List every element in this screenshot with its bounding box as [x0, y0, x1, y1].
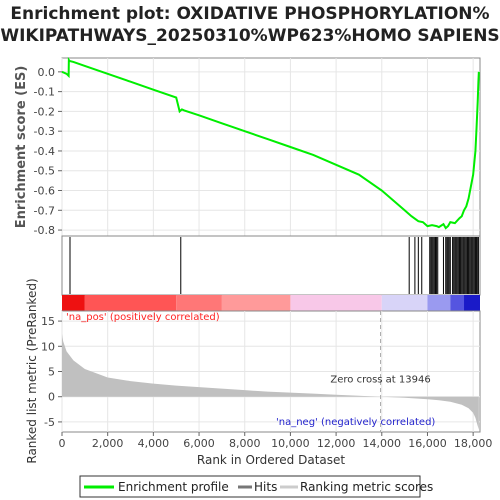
- ranking-heatbar: [62, 295, 480, 311]
- es-panel-frame: [61, 57, 481, 237]
- heatbar-segment: [427, 295, 451, 311]
- heatbar-segment: [290, 295, 382, 311]
- rank-y-axis-label: Ranked list metric (PreRanked): [25, 278, 39, 463]
- enrichment-profile-line: [61, 56, 480, 230]
- heatbar-segment: [381, 295, 428, 311]
- heatbar-segment: [464, 295, 480, 311]
- rank-tick-label: 5: [48, 366, 55, 379]
- x-tick-label: 6,000: [183, 437, 215, 450]
- rank-tick-label: 15: [41, 315, 55, 328]
- negative-correlation-label: 'na_neg' (negatively correlated): [276, 417, 435, 428]
- es-tick-label: 0.0: [38, 66, 56, 79]
- legend-metric-label: Ranking metric scores: [300, 480, 433, 494]
- zero-cross-label: Zero cross at 13946: [330, 375, 430, 386]
- es-tick-label: -0.5: [34, 165, 55, 178]
- x-axis-label: Rank in Ordered Dataset: [197, 453, 345, 467]
- chart-title-line-1: Enrichment plot: OXIDATIVE PHOSPHORYLATI…: [10, 4, 489, 24]
- x-tick-label: 0: [59, 437, 66, 450]
- x-ticks: 0 2,000 4,000 6,000 8,000 10,000 12,000 14,000 1…: [59, 432, 493, 450]
- heatbar-segment: [221, 295, 291, 311]
- rank-tick-label: -5: [44, 416, 55, 429]
- hits-panel-frame: [61, 235, 481, 296]
- chart-title-line-2: WIKIPATHWAYS_20250310%WP623%HOMO SAPIENS: [0, 26, 499, 46]
- positive-correlation-label: 'na_pos' (positively correlated): [66, 312, 220, 323]
- es-tick-label: -0.2: [34, 105, 55, 118]
- heatbar-segment: [62, 295, 85, 311]
- x-tick-label: 2,000: [92, 437, 124, 450]
- heatbar-segment: [450, 295, 465, 311]
- heatbar-segment: [84, 295, 177, 311]
- hit-lines: [69, 237, 479, 294]
- x-tick-label: 4,000: [138, 437, 170, 450]
- rank-tick-label: 10: [41, 340, 55, 353]
- x-tick-label: 18,000: [454, 437, 493, 450]
- es-y-ticks: 0.0 -0.1 -0.2 -0.3 -0.4 -0.5 -0.6 -0.7 -0.8: [34, 66, 62, 237]
- x-tick-label: 8,000: [229, 437, 261, 450]
- heatbar-segment: [176, 295, 222, 311]
- es-y-axis-label: Enrichment score (ES): [14, 66, 29, 229]
- es-tick-label: -0.8: [34, 224, 55, 237]
- rank-tick-label: 0: [48, 391, 55, 404]
- es-tick-label: -0.1: [34, 86, 55, 99]
- x-tick-label: 12,000: [317, 437, 356, 450]
- es-tick-label: -0.6: [34, 185, 55, 198]
- legend-enrichment-label: Enrichment profile: [118, 480, 229, 494]
- es-tick-label: -0.4: [34, 145, 55, 158]
- es-tick-label: -0.3: [34, 125, 55, 138]
- x-tick-label: 14,000: [363, 437, 402, 450]
- rank-y-ticks: 15 10 5 0 -5: [41, 315, 62, 429]
- legend-hits-label: Hits: [254, 480, 277, 494]
- es-tick-label: -0.7: [34, 204, 55, 217]
- x-tick-label: 16,000: [408, 437, 447, 450]
- x-tick-label: 10,000: [271, 437, 310, 450]
